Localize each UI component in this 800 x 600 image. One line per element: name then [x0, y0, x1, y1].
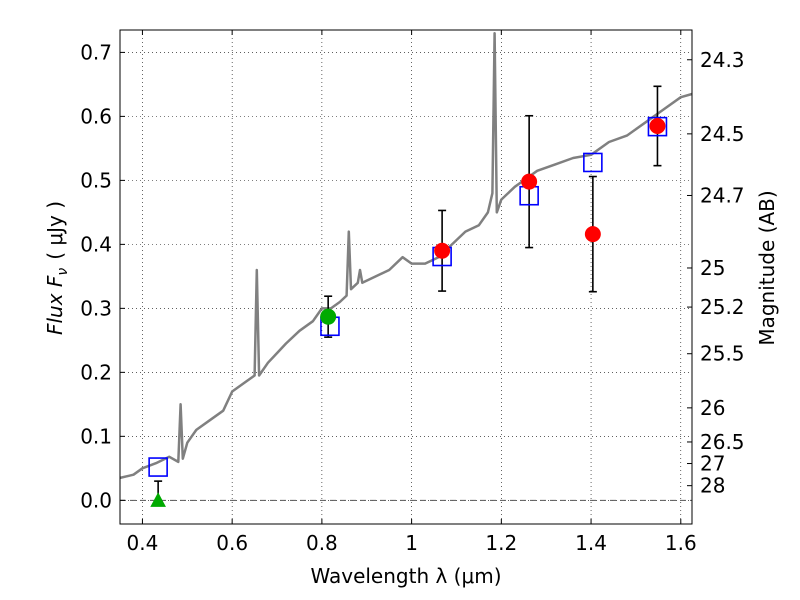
- x-tick-label: 0.6: [216, 531, 248, 555]
- observed-circle-marker: [434, 242, 451, 259]
- x-tick-label: 1.2: [485, 531, 517, 555]
- x-tick-label: 0.4: [127, 531, 159, 555]
- plot-frame: [119, 29, 693, 525]
- y-axis-title: Flux Fν ( μJy ): [43, 201, 71, 335]
- observed-circle-marker: [320, 308, 337, 325]
- y-tick-label: 0.7: [80, 40, 112, 64]
- y-axis-title-unit: ( μJy ): [43, 201, 67, 260]
- right-axis-title: Magnitude (AB): [755, 190, 779, 345]
- x-tick-label: 1.6: [665, 531, 697, 555]
- y-tick-label: 0.1: [80, 424, 112, 448]
- y-tick-labels: 0.0 0.1 0.2 0.3 0.4 0.5 0.6 0.7: [80, 40, 112, 512]
- grid-lines: [120, 30, 692, 524]
- y-axis-title-main: Flux F: [43, 275, 67, 335]
- y-tick-label: 0.6: [80, 104, 112, 128]
- right-tick-label: 26.5: [700, 430, 745, 454]
- right-tick-label: 24.7: [700, 183, 745, 207]
- right-tick-label: 25.2: [700, 295, 745, 319]
- right-tick-label: 25.5: [700, 342, 745, 366]
- observed-circle-marker: [521, 173, 538, 190]
- y-tick-label: 0.4: [80, 232, 112, 256]
- right-tick-label: 25: [700, 256, 725, 280]
- right-tick-label: 26: [700, 396, 725, 420]
- model-square-marker: [647, 116, 668, 137]
- right-tick-label: 24.5: [700, 122, 745, 146]
- model-square-marker: [583, 152, 603, 173]
- x-tick-label: 1.4: [575, 531, 607, 555]
- observed-circle-marker: [584, 226, 601, 243]
- error-bars: [154, 85, 662, 501]
- spectrum-line: [119, 31, 693, 480]
- y-axis-title-sub: ν: [55, 268, 71, 276]
- x-tick-labels: 0.4 0.6 0.8 1 1.2 1.4 1.6: [127, 531, 697, 555]
- right-tick-label: 27: [700, 452, 725, 476]
- y-tick-label: 0.2: [80, 360, 112, 384]
- spectrum-series: [119, 31, 693, 480]
- y-tick-label: 0.5: [80, 168, 112, 192]
- x-tick-label: 0.8: [306, 531, 338, 555]
- model-square-marker: [148, 457, 168, 477]
- x-axis-title: Wavelength λ (μm): [310, 564, 501, 588]
- observed-circle-marker: [649, 117, 666, 134]
- axis-ticks: [120, 30, 692, 524]
- y-tick-label: 0.0: [80, 488, 112, 512]
- upper-limit-triangle-marker: [150, 492, 166, 507]
- x-tick-label: 1: [405, 531, 418, 555]
- y-tick-label: 0.3: [80, 296, 112, 320]
- right-tick-label: 28: [700, 474, 725, 498]
- right-tick-label: 24.3: [700, 48, 745, 72]
- data-markers: [148, 116, 668, 507]
